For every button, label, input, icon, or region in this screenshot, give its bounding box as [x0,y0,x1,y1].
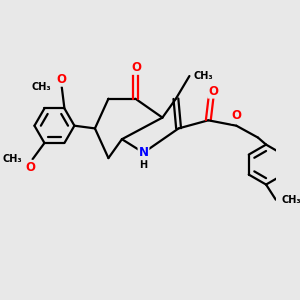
Text: H: H [140,160,148,170]
Text: CH₃: CH₃ [32,82,51,92]
Text: O: O [131,61,142,74]
Text: O: O [25,161,35,174]
Text: O: O [208,85,218,98]
Text: N: N [139,146,148,159]
Text: O: O [231,110,242,122]
Text: CH₃: CH₃ [193,71,213,81]
Text: CH₃: CH₃ [2,154,22,164]
Text: O: O [57,73,67,86]
Text: CH₃: CH₃ [281,195,300,205]
